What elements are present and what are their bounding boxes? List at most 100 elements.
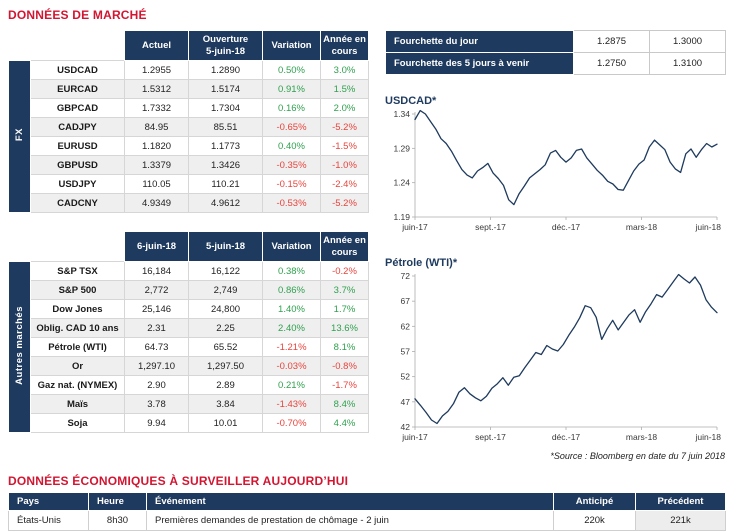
value-cell: 16,184 bbox=[124, 261, 189, 281]
value-cell: 0.38% bbox=[262, 261, 321, 281]
svg-text:juin-17: juin-17 bbox=[401, 222, 428, 232]
range-day-high: 1.3000 bbox=[649, 30, 726, 53]
fx-header-blank bbox=[9, 31, 125, 61]
value-cell: 1.5312 bbox=[124, 79, 189, 99]
econ-precedent: 221k bbox=[635, 510, 726, 531]
row-label: Dow Jones bbox=[30, 299, 125, 319]
source-note: *Source : Bloomberg en date du 7 juin 20… bbox=[550, 451, 725, 461]
econ-heure: 8h30 bbox=[88, 510, 147, 531]
table-row: S&P 500 2,772 2,749 0.86% 3.7% bbox=[9, 280, 369, 300]
range-5day-low: 1.2750 bbox=[573, 52, 650, 75]
svg-text:67: 67 bbox=[401, 296, 411, 306]
range-5day-label: Fourchette des 5 jours à venir bbox=[385, 52, 574, 75]
row-label: CADCNY bbox=[30, 193, 125, 213]
value-cell: 25,146 bbox=[124, 299, 189, 319]
value-cell: -0.65% bbox=[262, 117, 321, 137]
charts-section: Fourchette du jour 1.2875 1.3000 Fourche… bbox=[385, 30, 726, 461]
value-cell: 8.1% bbox=[320, 337, 369, 357]
value-cell: 1.3426 bbox=[188, 155, 263, 175]
value-cell: 1.3379 bbox=[124, 155, 189, 175]
svg-text:42: 42 bbox=[401, 422, 411, 432]
usdcad-chart-title: USDCAD* bbox=[385, 95, 437, 107]
table-row: CADJPY 84.95 85.51 -0.65% -5.2% bbox=[9, 117, 369, 137]
table-row: CADCNY 4.9349 4.9612 -0.53% -5.2% bbox=[9, 193, 369, 213]
row-label: Maïs bbox=[30, 394, 125, 414]
row-label: GBPCAD bbox=[30, 98, 125, 118]
value-cell: 3.84 bbox=[188, 394, 263, 414]
value-cell: 4.9612 bbox=[188, 193, 263, 213]
value-cell: 1,297.50 bbox=[188, 356, 263, 376]
value-cell: 2,772 bbox=[124, 280, 189, 300]
row-label: CADJPY bbox=[30, 117, 125, 137]
market-data-section: DONNÉES DE MARCHÉ Actuel Ouverture 5-jui… bbox=[8, 8, 380, 433]
svg-text:juin-17: juin-17 bbox=[401, 432, 428, 442]
value-cell: 1.1820 bbox=[124, 136, 189, 156]
svg-text:mars-18: mars-18 bbox=[626, 432, 657, 442]
value-cell: 0.40% bbox=[262, 136, 321, 156]
value-cell: 1.1773 bbox=[188, 136, 263, 156]
table-row: EURUSD 1.1820 1.1773 0.40% -1.5% bbox=[9, 136, 369, 156]
econ-header-heure: Heure bbox=[88, 492, 147, 511]
svg-text:mars-18: mars-18 bbox=[626, 222, 657, 232]
value-cell: 3.0% bbox=[320, 60, 369, 80]
value-cell: -2.4% bbox=[320, 174, 369, 194]
row-label: EURUSD bbox=[30, 136, 125, 156]
row-label: GBPUSD bbox=[30, 155, 125, 175]
fourchette-table: Fourchette du jour 1.2875 1.3000 Fourche… bbox=[385, 30, 726, 75]
svg-text:déc.-17: déc.-17 bbox=[552, 432, 581, 442]
table-row: FX USDCAD 1.2955 1.2890 0.50% 3.0% bbox=[8, 60, 369, 213]
econ-pays: États-Unis bbox=[8, 510, 89, 531]
svg-text:sept.-17: sept.-17 bbox=[475, 222, 506, 232]
value-cell: 1.2955 bbox=[124, 60, 189, 80]
svg-text:juin-18: juin-18 bbox=[694, 432, 721, 442]
econ-header-pays: Pays bbox=[8, 492, 89, 511]
section-title-market: DONNÉES DE MARCHÉ bbox=[8, 8, 147, 22]
value-cell: 1.7304 bbox=[188, 98, 263, 118]
value-cell: 1.5174 bbox=[188, 79, 263, 99]
value-cell: -0.15% bbox=[262, 174, 321, 194]
value-cell: 16,122 bbox=[188, 261, 263, 281]
row-label: Pétrole (WTI) bbox=[30, 337, 125, 357]
markets-header-blank bbox=[9, 232, 125, 262]
value-cell: 0.50% bbox=[262, 60, 321, 80]
svg-text:1.34: 1.34 bbox=[393, 109, 410, 119]
value-cell: 10.01 bbox=[188, 413, 263, 433]
value-cell: 1.7332 bbox=[124, 98, 189, 118]
row-label: Gaz nat. (NYMEX) bbox=[30, 375, 125, 395]
section-title-econ: DONNÉES ÉCONOMIQUES À SURVEILLER AUJOURD… bbox=[8, 474, 349, 488]
row-label: USDJPY bbox=[30, 174, 125, 194]
value-cell: 4.9349 bbox=[124, 193, 189, 213]
wti-chart-title: Pétrole (WTI)* bbox=[385, 257, 458, 269]
value-cell: 1.7% bbox=[320, 299, 369, 319]
svg-text:sept.-17: sept.-17 bbox=[475, 432, 506, 442]
table-row: Or 1,297.10 1,297.50 -0.03% -0.8% bbox=[9, 356, 369, 376]
row-label: S&P 500 bbox=[30, 280, 125, 300]
value-cell: 0.21% bbox=[262, 375, 321, 395]
economic-data-section: DONNÉES ÉCONOMIQUES À SURVEILLER AUJOURD… bbox=[8, 474, 726, 531]
svg-text:62: 62 bbox=[401, 321, 411, 331]
value-cell: 2.0% bbox=[320, 98, 369, 118]
table-row: Pétrole (WTI) 64.73 65.52 -1.21% 8.1% bbox=[9, 337, 369, 357]
range-day-label: Fourchette du jour bbox=[385, 30, 574, 53]
value-cell: 4.4% bbox=[320, 413, 369, 433]
value-cell: -1.0% bbox=[320, 155, 369, 175]
value-cell: 85.51 bbox=[188, 117, 263, 137]
table-row: Gaz nat. (NYMEX) 2.90 2.89 0.21% -1.7% bbox=[9, 375, 369, 395]
fx-header-ouverture: Ouverture 5-juin-18 bbox=[188, 30, 263, 61]
markets-table-header-row: 6-juin-18 5-juin-18 Variation Année en c… bbox=[9, 231, 369, 262]
value-cell: 8.4% bbox=[320, 394, 369, 414]
econ-anticipe: 220k bbox=[553, 510, 636, 531]
table-row: Fourchette du jour 1.2875 1.3000 bbox=[385, 30, 726, 53]
svg-text:47: 47 bbox=[401, 397, 411, 407]
range-day-low: 1.2875 bbox=[573, 30, 650, 53]
value-cell: -1.5% bbox=[320, 136, 369, 156]
value-cell: 2.25 bbox=[188, 318, 263, 338]
value-cell: -1.7% bbox=[320, 375, 369, 395]
econ-header-row: Pays Heure Événement Anticipé Précédent bbox=[8, 492, 726, 511]
table-row: États-Unis 8h30 Premières demandes de pr… bbox=[8, 510, 726, 531]
value-cell: -0.35% bbox=[262, 155, 321, 175]
markets-header-col1: 6-juin-18 bbox=[124, 231, 189, 262]
value-cell: -5.2% bbox=[320, 193, 369, 213]
